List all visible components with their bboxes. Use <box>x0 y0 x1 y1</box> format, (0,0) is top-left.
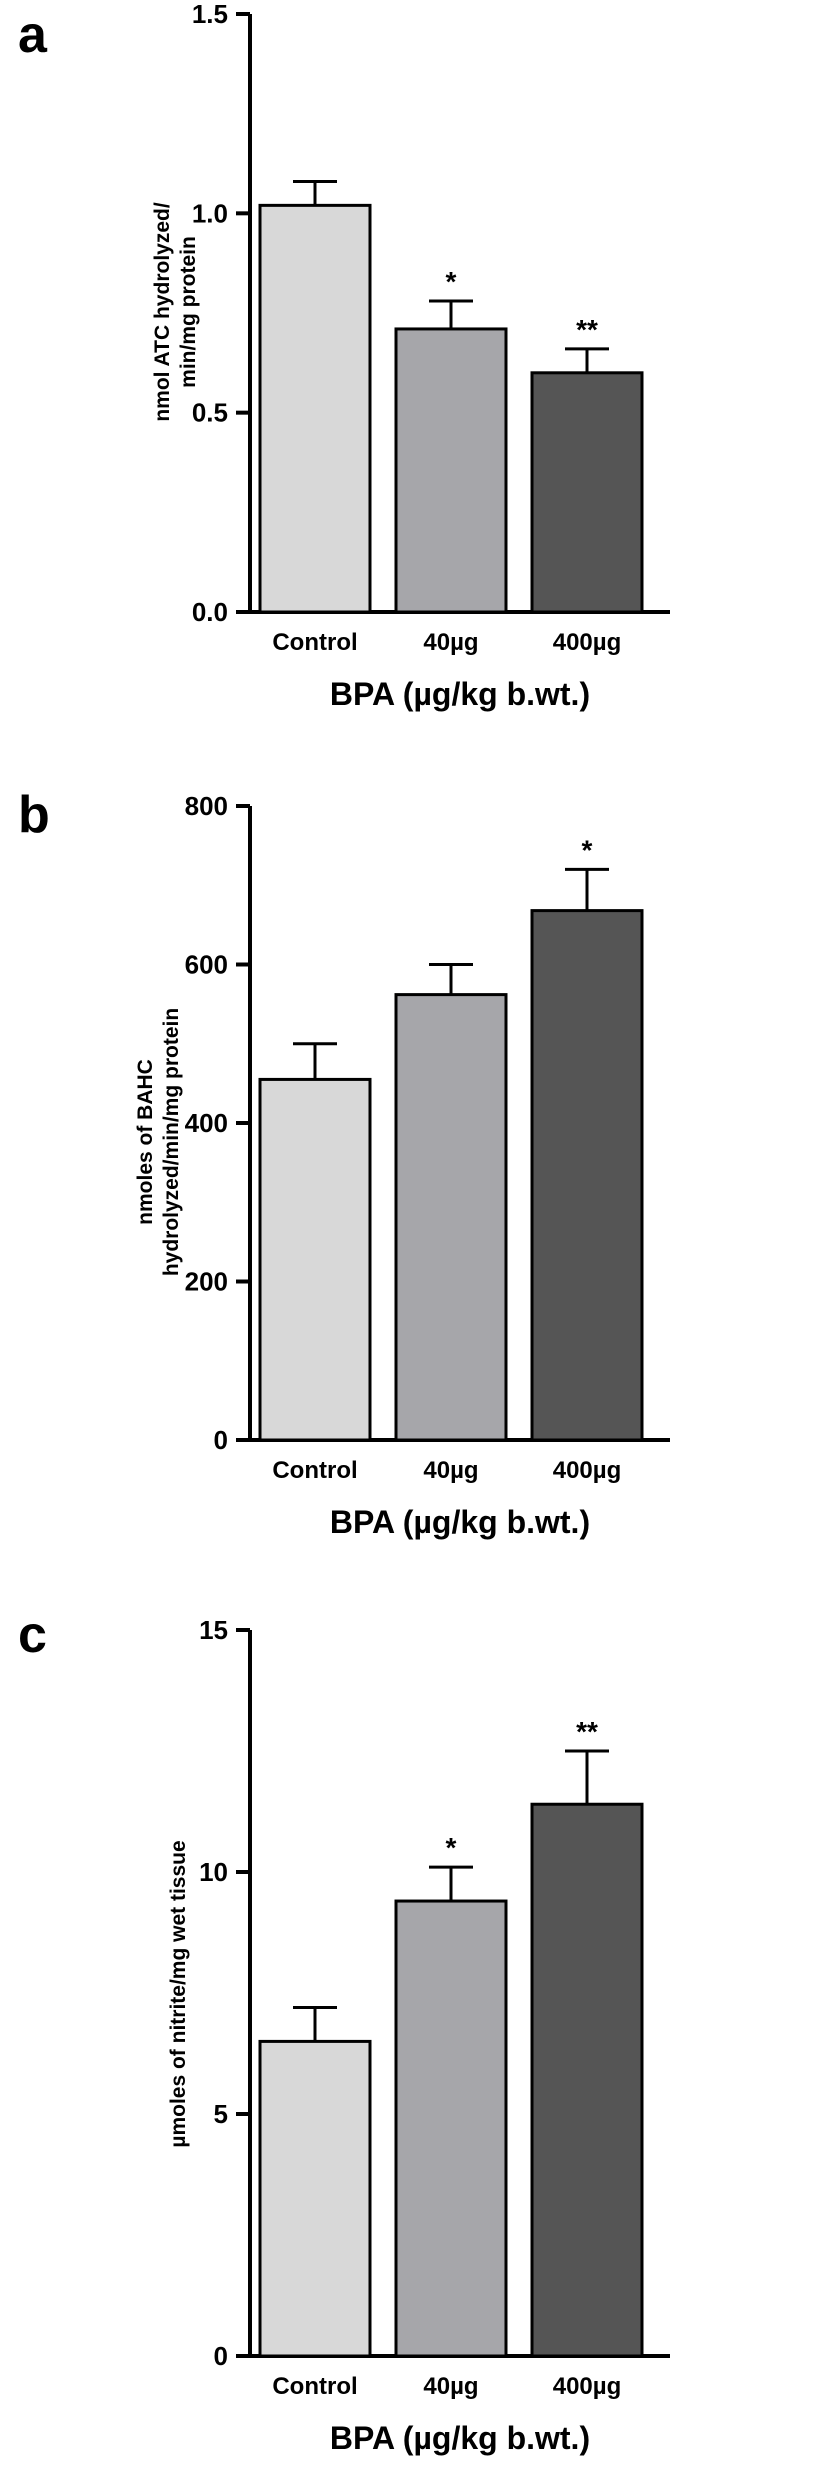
significance-marker-1: * <box>446 266 457 297</box>
chart-panel-a: a 0.0 0.5 1.0 1.5 Control * 40µg ** 400µg BPA (µg/… <box>0 0 838 760</box>
y-tick-label: 200 <box>185 1267 228 1297</box>
bar-1 <box>394 327 508 614</box>
category-label-1: 40µg <box>423 1457 478 1484</box>
category-label-2: 400µg <box>553 1457 622 1484</box>
y-tick-label: 0.5 <box>192 398 228 428</box>
y-axis-label: nmol ATC hydrolyzed/min/mg protein <box>151 202 200 422</box>
y-tick-label: 400 <box>185 1108 228 1138</box>
y-axis-label-line: hydrolyzed/min/mg protein <box>160 1008 183 1276</box>
panel-label-b: b <box>18 786 50 844</box>
bar-0 <box>258 2039 372 2358</box>
category-label-0: Control <box>272 629 357 656</box>
bar-2 <box>530 371 644 614</box>
y-tick-label: 0 <box>214 2341 228 2371</box>
x-axis-label: BPA (µg/kg b.wt.) <box>330 2420 590 2456</box>
category-label-2: 400µg <box>553 2373 622 2400</box>
bar-1 <box>394 1899 508 2358</box>
y-axis-label: µmoles of nitrite/mg wet tissue <box>167 1840 190 2147</box>
y-axis-label-line: µmoles of nitrite/mg wet tissue <box>167 1840 190 2147</box>
y-tick-label: 5 <box>214 2099 228 2129</box>
category-label-1: 40µg <box>423 2373 478 2400</box>
significance-marker-1: * <box>446 1832 457 1863</box>
chart-panel-b: b 0 200 400 600 800 Control 40µg * 400µg BPA (µg/k… <box>0 760 838 1580</box>
bar-1 <box>394 993 508 1442</box>
y-axis-label-line: nmoles of BAHC <box>134 1059 157 1225</box>
x-axis-label: BPA (µg/kg b.wt.) <box>330 676 590 712</box>
chart-c-svg: c 0 5 10 15 Control * 40µg ** 400µg BPA (µg/kg b.w… <box>18 1606 670 2456</box>
y-tick-label: 600 <box>185 950 228 980</box>
bar-0 <box>258 203 372 614</box>
significance-marker-2: ** <box>576 1716 598 1747</box>
y-tick-label: 0 <box>214 1425 228 1455</box>
y-tick-label: 10 <box>199 1857 228 1887</box>
y-axis-label-line: min/mg protein <box>177 236 200 388</box>
bar-2 <box>530 909 644 1442</box>
chart-b-svg: b 0 200 400 600 800 Control 40µg * 400µg BPA (µg/k… <box>18 786 670 1540</box>
y-tick-label: 0.0 <box>192 597 228 627</box>
y-tick-label: 15 <box>199 1615 228 1645</box>
y-tick-label: 800 <box>185 791 228 821</box>
category-label-1: 40µg <box>423 629 478 656</box>
significance-marker-2: * <box>582 834 593 865</box>
panel-label-c: c <box>18 1606 47 1664</box>
category-label-0: Control <box>272 1457 357 1484</box>
y-axis-label: nmoles of BAHC hydrolyzed/min/mg protein <box>134 1008 183 1276</box>
chart-a-svg: a 0.0 0.5 1.0 1.5 Control * 40µg ** 400µg BPA (µg/… <box>18 0 670 712</box>
panel-label-a: a <box>18 6 48 64</box>
bar-0 <box>258 1077 372 1442</box>
y-axis-label-line: nmol ATC hydrolyzed/ <box>151 202 174 422</box>
chart-panel-c: c 0 5 10 15 Control * 40µg ** 400µg BPA (µg/kg b.w… <box>0 1580 838 2485</box>
y-tick-label: 1.5 <box>192 0 228 29</box>
bar-2 <box>530 1802 644 2358</box>
significance-marker-2: ** <box>576 314 598 345</box>
category-label-2: 400µg <box>553 629 622 656</box>
category-label-0: Control <box>272 2373 357 2400</box>
x-axis-label: BPA (µg/kg b.wt.) <box>330 1504 590 1540</box>
y-tick-label: 1.0 <box>192 198 228 228</box>
